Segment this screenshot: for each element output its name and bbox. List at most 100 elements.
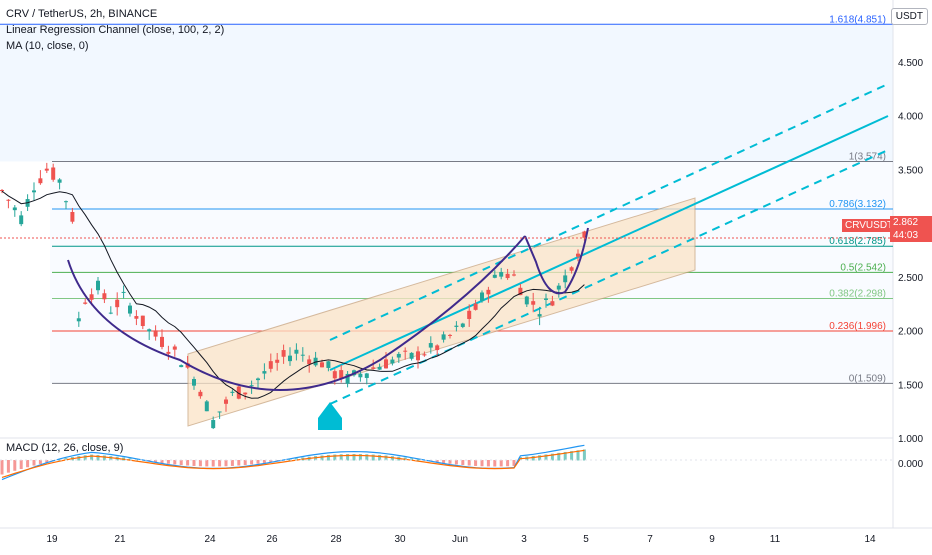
macd-histogram-bar [371,454,375,461]
candle-body [115,299,120,308]
macd-histogram-bar [211,460,215,467]
macd-histogram-bar [198,460,202,467]
macd-histogram-bar [237,460,241,466]
time-tick-label: 7 [647,534,653,545]
macd-histogram-bar [486,460,490,467]
macd-histogram-bar [576,450,580,461]
candle-body [224,399,228,404]
candle-body [492,274,497,278]
macd-histogram-bar [58,459,62,461]
candle-body [19,215,24,225]
macd-histogram-bar [26,460,30,468]
regression-indicator-label[interactable]: Linear Regression Channel (close, 100, 2… [6,24,225,36]
price-tick-label: 1.000 [898,434,923,445]
candle-body [243,392,248,395]
macd-histogram-bar [154,460,158,463]
candle-body [435,345,440,351]
candle-body [460,323,465,327]
macd-histogram-bar [384,455,388,461]
macd-histogram-bar [218,460,222,467]
macd-histogram-bar [499,460,503,467]
candle-body [524,296,529,305]
macd-histogram-bar [326,454,330,461]
candle-body [0,189,4,192]
macd-histogram-bar [32,460,36,466]
time-tick-label: 5 [583,534,589,545]
price-tick-label: 4.000 [898,112,923,123]
price-tick-label: 4.500 [898,58,923,69]
macd-histogram-bar [557,452,561,461]
macd-histogram-bar [230,460,234,466]
macd-histogram-bar [474,460,478,466]
last-price-value: 2.862 [893,217,919,228]
macd-histogram-bar [563,451,567,461]
fib-level-label: 1(3.574) [849,151,886,162]
macd-histogram-bar [538,455,542,461]
macd-histogram-bar [570,451,574,461]
rounded-bottom-arc [67,235,526,391]
macd-histogram-bar [256,460,260,464]
ma-indicator-label[interactable]: MA (10, close, 0) [6,40,89,52]
candle-body [204,401,209,412]
macd-histogram-bar [435,460,439,463]
price-tick-label: 1.500 [898,380,923,391]
candle-body [556,285,561,290]
candle-body [396,353,401,358]
candle-body [307,359,312,365]
candle-body [332,371,337,379]
candle-body [44,168,49,171]
candle-body [249,385,254,387]
symbol-title[interactable]: CRV / TetherUS, 2h, BINANCE [6,8,158,20]
macd-histogram-bar [346,454,350,461]
macd-histogram-bar [442,460,446,464]
candle-body [288,355,292,362]
time-tick-label: 26 [266,534,278,545]
fib-level-label: 0.5(2.542) [840,262,886,273]
macd-histogram-bar [294,458,298,461]
macd-histogram-bar [461,460,465,466]
candle-body [147,329,152,332]
macd-histogram-bar [186,460,190,466]
candle-body [198,391,203,397]
macd-histogram-bar [378,454,382,461]
macd-histogram-bar [6,460,10,473]
macd-histogram-bar [352,454,356,461]
macd-histogram-bar [480,460,484,467]
currency-button[interactable]: USDT [890,8,928,25]
macd-histogram-bar [365,454,369,461]
candle-body [160,336,164,347]
macd-histogram-bar [582,449,586,461]
macd-histogram-bar [13,460,17,471]
candle-body [51,167,56,180]
candle-body [480,292,484,301]
time-tick-label: 14 [864,534,876,545]
macd-histogram-bar [448,460,452,464]
candle-body [153,330,158,337]
candle-body [486,289,491,295]
candle-body [236,386,241,399]
ticker-label: CRVUSDT [842,219,897,232]
candle-body [6,199,11,201]
macd-histogram-bar [166,460,170,464]
candle-body [102,293,107,300]
time-tick-label: 9 [709,534,715,545]
macd-histogram-bar [262,460,266,463]
fib-level-label: 0.618(2.785) [829,236,886,247]
macd-histogram-bar [250,460,254,465]
candle-body [454,325,459,327]
macd-histogram-bar [531,455,535,461]
candle-body [281,350,286,357]
cup-handle-arc [524,227,589,295]
macd-histogram-bar [544,454,548,461]
fib-level-label: 0.236(1.996) [829,321,886,332]
macd-histogram-bar [333,454,337,461]
candle-body [262,371,267,374]
fib-fill-upper [0,24,893,162]
macd-indicator-label[interactable]: MACD (12, 26, close, 9) [6,442,124,454]
candle-body [108,312,113,314]
macd-histogram-bar [550,453,554,461]
macd-signal-line [1,449,585,478]
macd-histogram-bar [102,455,106,461]
